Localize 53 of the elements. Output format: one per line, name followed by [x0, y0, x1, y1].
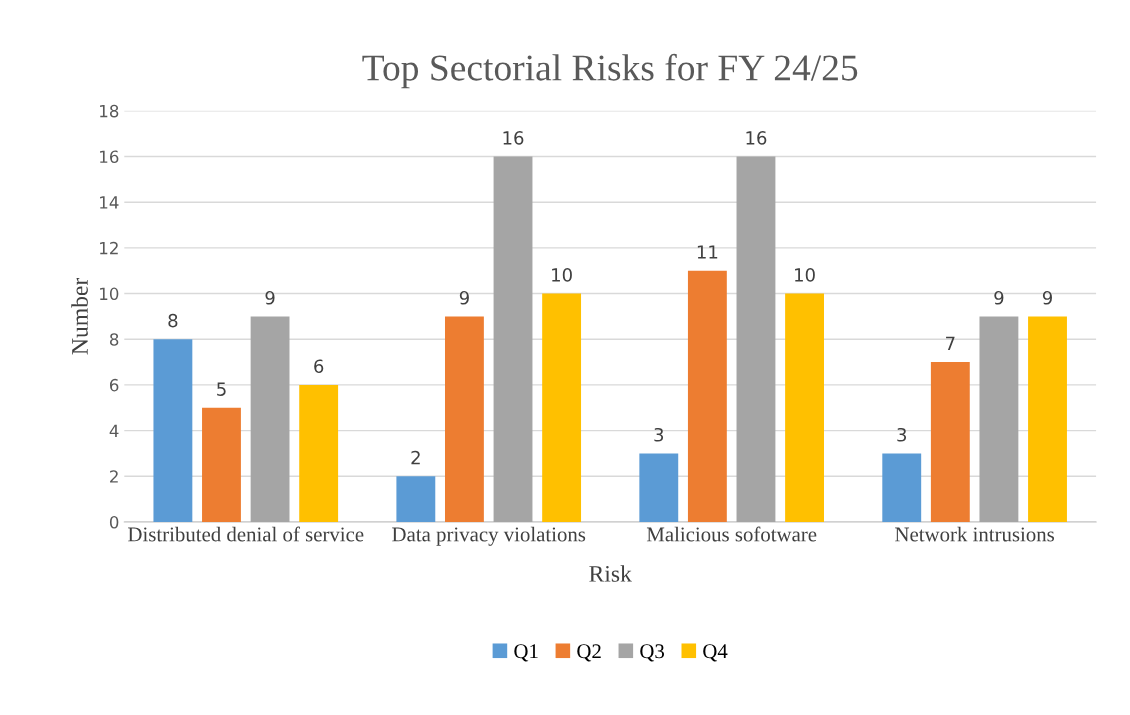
bar	[299, 384, 339, 522]
data-label: 3	[654, 427, 664, 442]
legend-label: Q1	[514, 644, 538, 662]
bar	[493, 156, 533, 522]
y-tick-label: 0	[109, 515, 119, 529]
y-tick-label: 6	[110, 378, 119, 392]
bar	[153, 339, 193, 522]
data-label: 5	[217, 382, 226, 396]
data-label: 16	[746, 131, 767, 145]
y-tick-label: 8	[109, 333, 119, 346]
y-tick-label: 18	[100, 104, 119, 118]
bar	[979, 316, 1019, 522]
data-label: 2	[411, 450, 420, 465]
y-tick-label: 16	[100, 150, 119, 164]
data-label: 8	[168, 313, 178, 328]
y-tick-label: 14	[100, 196, 119, 209]
bar	[202, 407, 241, 522]
data-label: 9	[994, 290, 1004, 305]
x-tick-label: Malicious sofotware	[646, 526, 817, 542]
data-label: 16	[503, 131, 524, 145]
bar	[444, 316, 484, 522]
bar	[736, 156, 776, 522]
bar	[930, 362, 970, 522]
data-label: 9	[459, 290, 469, 305]
bar	[785, 293, 824, 522]
bar	[687, 270, 727, 522]
data-label: 11	[697, 245, 718, 259]
y-tick-label: 2	[110, 470, 118, 483]
bar	[639, 453, 679, 522]
bar	[1028, 316, 1067, 522]
legend-label: Q3	[640, 644, 665, 662]
y-axis-title: Number	[71, 277, 88, 355]
bar	[396, 476, 436, 522]
y-tick-label: 12	[100, 241, 118, 255]
data-label: 9	[265, 290, 275, 305]
x-tick-label: Distributed denial of service	[128, 526, 364, 542]
legend-label: Q4	[703, 644, 728, 662]
legend-label: Q2	[577, 644, 601, 662]
x-tick-label: Network intrusions	[895, 526, 1055, 542]
data-label: 9	[1042, 290, 1052, 305]
y-tick-label: 4	[109, 424, 119, 437]
x-axis-title: Risk	[589, 565, 632, 582]
bar	[250, 316, 290, 522]
bar	[542, 293, 582, 522]
chart-title: Top Sectorial Risks for FY 24/25	[362, 53, 858, 89]
data-label: 3	[897, 427, 907, 442]
x-tick-label: Data privacy violations	[392, 526, 586, 546]
bar	[882, 453, 922, 522]
data-label: 10	[795, 268, 815, 282]
y-tick-label: 10	[100, 287, 119, 301]
data-label: 10	[552, 268, 572, 282]
data-label: 7	[946, 336, 955, 350]
data-label: 6	[314, 359, 324, 374]
